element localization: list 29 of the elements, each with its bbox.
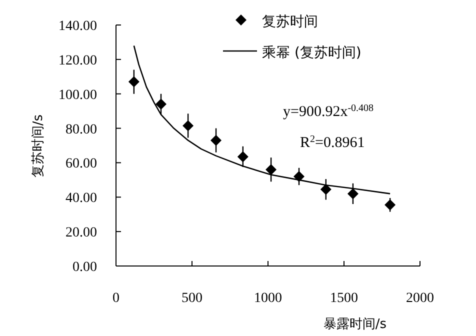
y-tick-label: 20.00 [66, 226, 97, 241]
legend-label: 复苏时间 [262, 14, 318, 30]
x-tick-label: 2000 [406, 291, 434, 306]
point [347, 188, 358, 200]
y-tick-label: 40.00 [66, 191, 97, 206]
point [237, 151, 248, 162]
y-axis-title: 复苏时间/s [31, 114, 46, 178]
annotation: y=900.92x$^{-0.408}$ [283, 102, 374, 120]
point [128, 76, 140, 88]
y-tick-label: 0.00 [72, 260, 97, 275]
x-tick-label: 500 [182, 291, 202, 306]
point [294, 170, 305, 182]
point [320, 184, 332, 195]
y-tick-label: 100.00 [58, 88, 97, 103]
point [384, 199, 396, 210]
x-tick-label: 1000 [254, 291, 282, 306]
point [155, 98, 166, 110]
y-tick-label: 120.00 [58, 53, 97, 68]
legend-label: 乘幂 (复苏时间) [262, 45, 362, 61]
point [266, 164, 277, 176]
x-tick-label: 1500 [330, 291, 358, 306]
y-tick-label: 80.00 [66, 122, 97, 138]
x-tick-label: 0 [112, 291, 120, 306]
x-axis-title: 暴露时间/s [323, 317, 387, 332]
point [182, 120, 194, 132]
point [210, 134, 222, 146]
y-tick-label: 60.00 [66, 156, 97, 172]
annotation: R$^{2}$=0.8961 [300, 134, 365, 151]
y-tick-label: 140.00 [58, 19, 97, 34]
